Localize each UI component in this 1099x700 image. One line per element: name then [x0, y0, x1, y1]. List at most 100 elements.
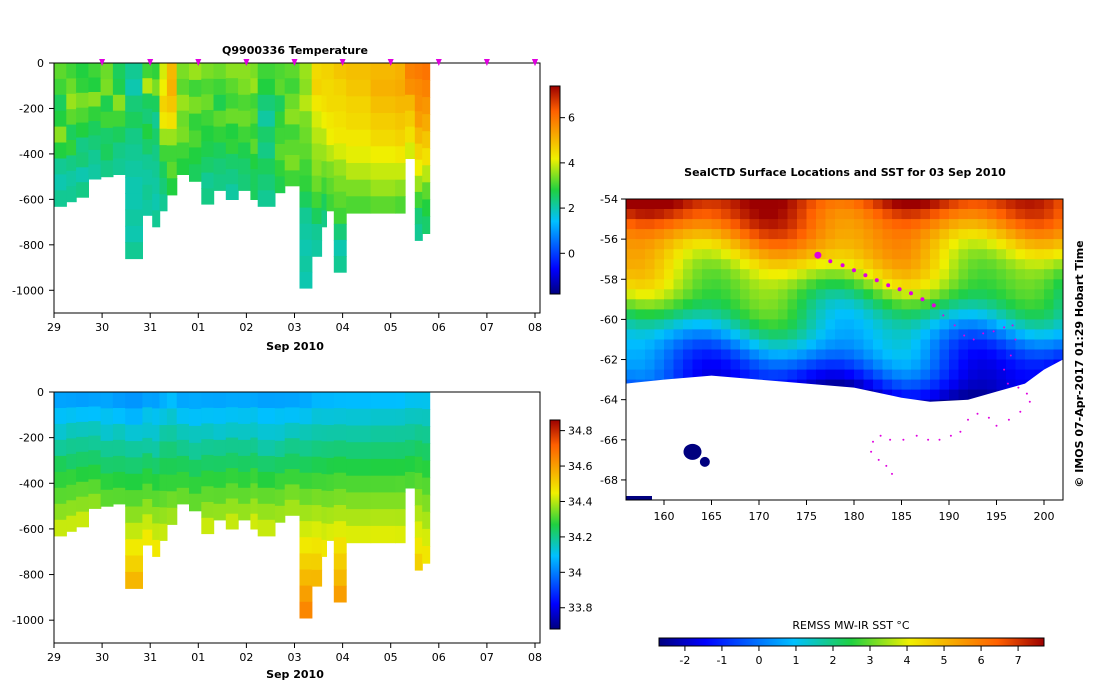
heatmap-cell [405, 63, 416, 80]
heatmap-cell [76, 407, 89, 423]
sst-cell [958, 279, 969, 290]
sst-cell [654, 199, 665, 210]
sst-cell [835, 319, 846, 330]
sst-cell [626, 279, 637, 290]
sst-cell [854, 289, 865, 300]
heatmap-cell [405, 78, 416, 96]
heatmap-cell [76, 182, 89, 198]
heatmap-cell [414, 456, 423, 474]
heatmap-cell [321, 63, 327, 80]
sst-cell [749, 349, 760, 361]
sst-cell [768, 289, 779, 300]
heatmap-cell [225, 437, 239, 454]
sst-cell [730, 339, 741, 351]
heatmap-cell [333, 424, 347, 441]
sst-cell [778, 329, 789, 340]
heatmap-cell [54, 142, 67, 159]
sst-cell [892, 259, 903, 270]
x-tick-label: 30 [95, 651, 109, 664]
sst-cell [892, 379, 903, 391]
sst-cell [787, 219, 798, 230]
sst-cell [882, 329, 893, 340]
sst-cell [977, 199, 988, 210]
profile-marker [99, 59, 106, 66]
sst-cell [1044, 219, 1055, 230]
heatmap-cell [66, 515, 77, 532]
sst-cell [626, 349, 637, 361]
sst-cell [996, 329, 1007, 340]
heatmap-cell [125, 441, 143, 459]
heatmap-cell [166, 145, 178, 163]
heatmap-cell [321, 539, 327, 557]
heatmap-cell [299, 488, 313, 506]
sst-cell [1053, 249, 1063, 260]
heatmap-cell [152, 193, 161, 211]
heatmap-cell [321, 507, 327, 524]
sst-cell [873, 269, 884, 280]
sst-cell [1015, 279, 1026, 290]
heatmap-cell [76, 496, 89, 513]
heatmap-cell [321, 144, 327, 162]
heatmap-cell [274, 440, 286, 458]
heatmap-cell [414, 521, 423, 539]
sst-cell [692, 359, 703, 371]
sst-cell [854, 369, 865, 381]
sst-cell [844, 319, 855, 330]
sst-cell [1025, 279, 1036, 290]
heatmap-cell [225, 123, 239, 140]
heatmap-cell [54, 455, 67, 473]
heatmap-cell [142, 154, 153, 171]
sst-cell [797, 299, 808, 310]
sst-cell [892, 279, 903, 290]
heatmap-cell [176, 487, 190, 505]
sst-cell [911, 249, 922, 260]
sst-cell [911, 339, 922, 351]
heatmap-cell [321, 457, 327, 475]
sst-cell [1015, 339, 1026, 351]
heatmap-cell [152, 144, 161, 162]
sst-cell [635, 239, 646, 250]
heatmap-cell [201, 125, 215, 142]
sst-cell [1006, 239, 1017, 250]
sst-cell [626, 249, 637, 260]
profile-marker [243, 59, 250, 66]
heatmap-cell [321, 161, 327, 179]
sst-cell [626, 269, 637, 280]
heatmap-cell [422, 511, 431, 530]
sst-cell [835, 229, 846, 240]
sst-cell [740, 349, 751, 361]
heatmap-cell [333, 191, 347, 209]
sst-cell [958, 349, 969, 361]
sst-cell [863, 289, 874, 300]
sst-cell [787, 239, 798, 250]
sst-cell [873, 229, 884, 240]
sst-cell [987, 229, 998, 240]
sst-cell [854, 249, 865, 260]
sst-colorbar-tick-label: 5 [941, 654, 948, 667]
sst-cell [683, 289, 694, 300]
heatmap-cell [311, 240, 323, 257]
heatmap-cell [414, 553, 423, 571]
sst-cell [977, 379, 988, 391]
sst-cell [977, 339, 988, 351]
sst-cell [635, 329, 646, 340]
sst-cell [825, 279, 836, 290]
sst-cell [1006, 269, 1017, 280]
heatmap-cell [54, 190, 67, 207]
sst-cell [759, 229, 770, 240]
profile-marker [339, 59, 346, 66]
heatmap-cell [321, 441, 327, 459]
heatmap-cell [311, 224, 323, 241]
sst-cell [1044, 329, 1055, 340]
sst-cell [730, 309, 741, 320]
heatmap-cell [370, 146, 396, 164]
sst-cell [740, 299, 751, 310]
heatmap-cell [299, 569, 313, 587]
sst-colorbar-label: REMSS MW-IR SST °C [792, 619, 910, 632]
sst-cell [654, 219, 665, 230]
heatmap-cell [152, 79, 161, 97]
sst-cell [730, 209, 741, 220]
heatmap-cell [405, 142, 416, 159]
sst-cell [892, 239, 903, 250]
heatmap-cell [414, 127, 423, 145]
